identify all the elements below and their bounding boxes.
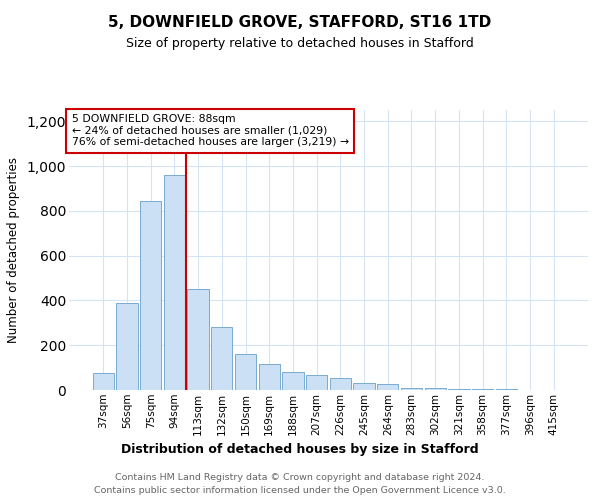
Bar	[329, 378, 351, 390]
Bar	[448, 389, 470, 390]
Bar	[401, 388, 422, 390]
Bar	[211, 328, 232, 390]
Bar	[259, 364, 280, 390]
Text: Contains public sector information licensed under the Open Government Licence v3: Contains public sector information licen…	[94, 486, 506, 495]
Y-axis label: Number of detached properties: Number of detached properties	[7, 157, 20, 343]
Bar	[92, 373, 114, 390]
Text: Contains HM Land Registry data © Crown copyright and database right 2024.: Contains HM Land Registry data © Crown c…	[115, 472, 485, 482]
Bar	[235, 354, 256, 390]
Text: 5, DOWNFIELD GROVE, STAFFORD, ST16 1TD: 5, DOWNFIELD GROVE, STAFFORD, ST16 1TD	[109, 15, 491, 30]
Bar	[116, 302, 137, 390]
Bar	[282, 372, 304, 390]
Bar	[187, 289, 209, 390]
Text: 5 DOWNFIELD GROVE: 88sqm
← 24% of detached houses are smaller (1,029)
76% of sem: 5 DOWNFIELD GROVE: 88sqm ← 24% of detach…	[71, 114, 349, 148]
Text: Size of property relative to detached houses in Stafford: Size of property relative to detached ho…	[126, 38, 474, 51]
Text: Distribution of detached houses by size in Stafford: Distribution of detached houses by size …	[121, 442, 479, 456]
Bar	[377, 384, 398, 390]
Bar	[353, 384, 375, 390]
Bar	[140, 200, 161, 390]
Bar	[164, 175, 185, 390]
Bar	[425, 388, 446, 390]
Bar	[306, 376, 328, 390]
